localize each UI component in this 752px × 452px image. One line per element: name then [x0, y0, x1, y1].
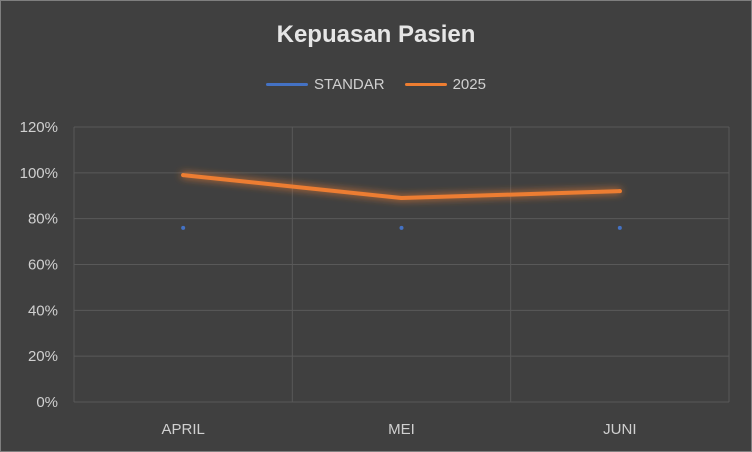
- legend-item-2025: 2025: [404, 76, 486, 93]
- chart-legend: STANDAR 2025: [1, 76, 751, 93]
- data-point-2025: [181, 173, 186, 178]
- y-tick-label: 60%: [28, 257, 58, 274]
- y-tick-label: 100%: [20, 165, 58, 182]
- chart-title: Kepuasan Pasien: [276, 21, 476, 48]
- x-tick-label: MEI: [388, 421, 415, 438]
- legend-swatch-2025: [404, 83, 447, 86]
- x-tick-label: JUNI: [603, 421, 636, 438]
- legend-label-2025: 2025: [452, 76, 486, 93]
- gridlines: [73, 126, 730, 403]
- legend-label-standar: STANDAR: [314, 76, 385, 93]
- data-point-standar: [617, 225, 622, 230]
- data-point-2025: [399, 196, 404, 201]
- y-tick-label: 80%: [28, 211, 58, 228]
- data-point-2025: [617, 189, 622, 194]
- x-axis: APRIL MEI JUNI: [161, 421, 636, 438]
- y-tick-label: 40%: [28, 302, 58, 319]
- legend-swatch-standar: [266, 83, 309, 86]
- series-lines: [181, 173, 622, 230]
- data-point-standar: [181, 225, 186, 230]
- data-point-standar: [399, 225, 404, 230]
- x-tick-label: APRIL: [161, 421, 204, 438]
- legend-item-standar: STANDAR: [266, 76, 385, 93]
- y-tick-label: 0%: [36, 394, 58, 411]
- y-axis: 0% 20% 40% 60% 80% 100% 120%: [20, 119, 58, 411]
- series-line-2025: [181, 173, 622, 201]
- y-tick-label: 120%: [20, 119, 58, 136]
- y-tick-label: 20%: [28, 348, 58, 365]
